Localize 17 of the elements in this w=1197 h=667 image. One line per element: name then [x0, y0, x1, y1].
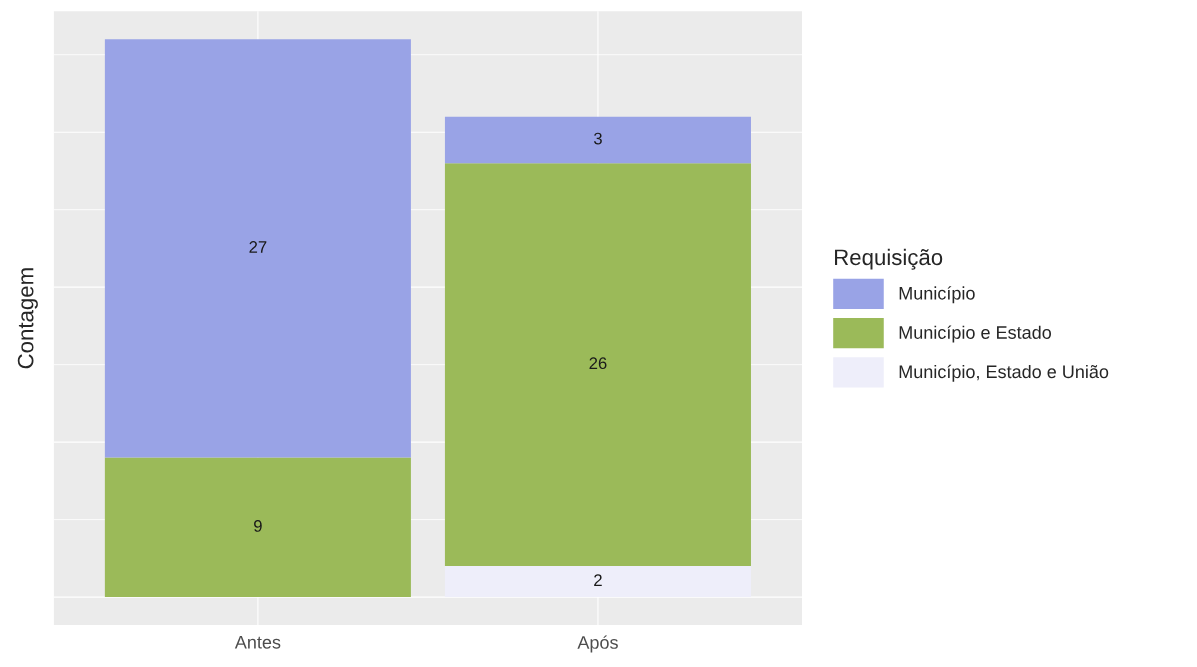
y-axis-title: Contagem — [17, 268, 38, 369]
bar — [444, 566, 751, 598]
legend-title: Requisição — [835, 248, 943, 270]
x-tick-label: Antes — [234, 636, 281, 649]
data-label: 26 — [589, 357, 607, 370]
bar — [104, 457, 411, 598]
bar — [444, 116, 751, 164]
data-label: 2 — [594, 574, 602, 586]
legend-label: Município e Estado — [899, 325, 1052, 343]
x-tick-label: Após — [577, 635, 618, 653]
data-label: 3 — [593, 132, 602, 145]
bar — [444, 163, 751, 567]
legend-label: Município, Estado e União — [899, 364, 1109, 382]
bar — [104, 39, 411, 458]
data-label: 9 — [254, 520, 262, 532]
data-label: 27 — [249, 241, 267, 253]
legend-label: Município — [899, 286, 975, 304]
